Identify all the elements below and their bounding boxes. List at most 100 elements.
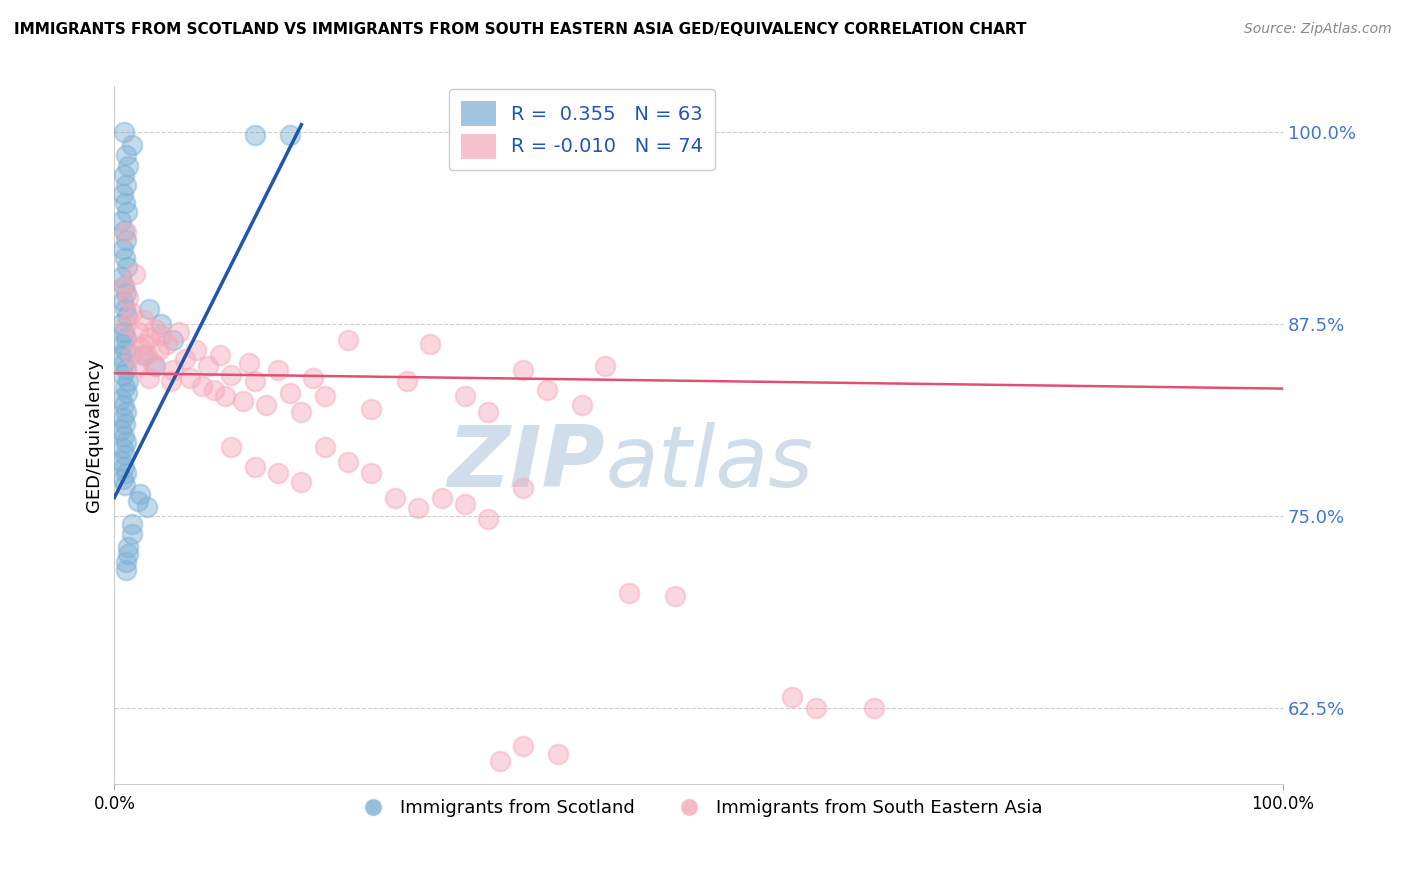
Point — [111, 186, 134, 201]
Point — [112, 278, 135, 293]
Point — [593, 359, 616, 373]
Point — [114, 448, 136, 462]
Point — [150, 327, 173, 342]
Point — [110, 423, 132, 437]
Point — [617, 585, 640, 599]
Point — [156, 337, 179, 351]
Point — [117, 547, 139, 561]
Point — [111, 368, 134, 382]
Point — [267, 363, 290, 377]
Point — [115, 286, 138, 301]
Point — [132, 312, 155, 326]
Point — [512, 481, 534, 495]
Point — [395, 374, 418, 388]
Point — [337, 455, 360, 469]
Point — [114, 343, 136, 358]
Point — [138, 331, 160, 345]
Point — [780, 690, 803, 704]
Point — [179, 371, 201, 385]
Point — [112, 278, 135, 293]
Point — [117, 310, 139, 324]
Point — [314, 440, 336, 454]
Point — [115, 233, 138, 247]
Point — [254, 399, 277, 413]
Point — [117, 205, 139, 219]
Point — [173, 352, 195, 367]
Point — [406, 501, 429, 516]
Text: atlas: atlas — [605, 422, 813, 505]
Point — [232, 393, 254, 408]
Point — [162, 333, 184, 347]
Point — [112, 355, 135, 369]
Point — [454, 497, 477, 511]
Point — [477, 404, 499, 418]
Point — [111, 242, 134, 256]
Point — [159, 374, 181, 388]
Point — [290, 475, 312, 490]
Point — [110, 392, 132, 407]
Point — [114, 380, 136, 394]
Point — [219, 368, 242, 382]
Point — [197, 359, 219, 373]
Point — [571, 399, 593, 413]
Point — [267, 466, 290, 480]
Point — [115, 331, 138, 345]
Point — [112, 125, 135, 139]
Legend: Immigrants from Scotland, Immigrants from South Eastern Asia: Immigrants from Scotland, Immigrants fro… — [347, 792, 1050, 824]
Point — [115, 404, 138, 418]
Point — [121, 516, 143, 531]
Point — [314, 389, 336, 403]
Point — [110, 214, 132, 228]
Text: Source: ZipAtlas.com: Source: ZipAtlas.com — [1244, 22, 1392, 37]
Point — [278, 386, 301, 401]
Point — [111, 294, 134, 309]
Point — [136, 348, 159, 362]
Point — [384, 491, 406, 505]
Point — [512, 363, 534, 377]
Point — [150, 317, 173, 331]
Point — [117, 291, 139, 305]
Point — [114, 196, 136, 211]
Point — [512, 739, 534, 753]
Point — [142, 355, 165, 369]
Point — [115, 435, 138, 450]
Point — [127, 325, 149, 339]
Text: IMMIGRANTS FROM SCOTLAND VS IMMIGRANTS FROM SOUTH EASTERN ASIA GED/EQUIVALENCY C: IMMIGRANTS FROM SCOTLAND VS IMMIGRANTS F… — [14, 22, 1026, 37]
Point — [143, 359, 166, 373]
Point — [111, 410, 134, 425]
Point — [112, 325, 135, 339]
Point — [664, 589, 686, 603]
Point — [124, 267, 146, 281]
Text: ZIP: ZIP — [447, 422, 605, 505]
Point — [547, 747, 569, 761]
Point — [132, 337, 155, 351]
Point — [110, 317, 132, 331]
Point — [148, 343, 170, 358]
Point — [536, 383, 558, 397]
Point — [112, 399, 135, 413]
Point — [454, 389, 477, 403]
Point — [202, 383, 225, 397]
Point — [115, 148, 138, 162]
Point — [186, 343, 208, 358]
Point — [115, 555, 138, 569]
Point — [115, 317, 138, 331]
Point — [115, 563, 138, 577]
Point — [243, 128, 266, 143]
Point — [290, 404, 312, 418]
Point — [278, 128, 301, 143]
Point — [115, 178, 138, 192]
Point — [302, 371, 325, 385]
Point — [360, 401, 382, 416]
Point — [243, 459, 266, 474]
Point — [121, 306, 143, 320]
Point — [112, 169, 135, 183]
Point — [112, 429, 135, 443]
Point — [138, 301, 160, 316]
Point — [117, 374, 139, 388]
Point — [167, 325, 190, 339]
Point — [132, 348, 155, 362]
Point — [489, 755, 512, 769]
Point — [243, 374, 266, 388]
Point — [112, 459, 135, 474]
